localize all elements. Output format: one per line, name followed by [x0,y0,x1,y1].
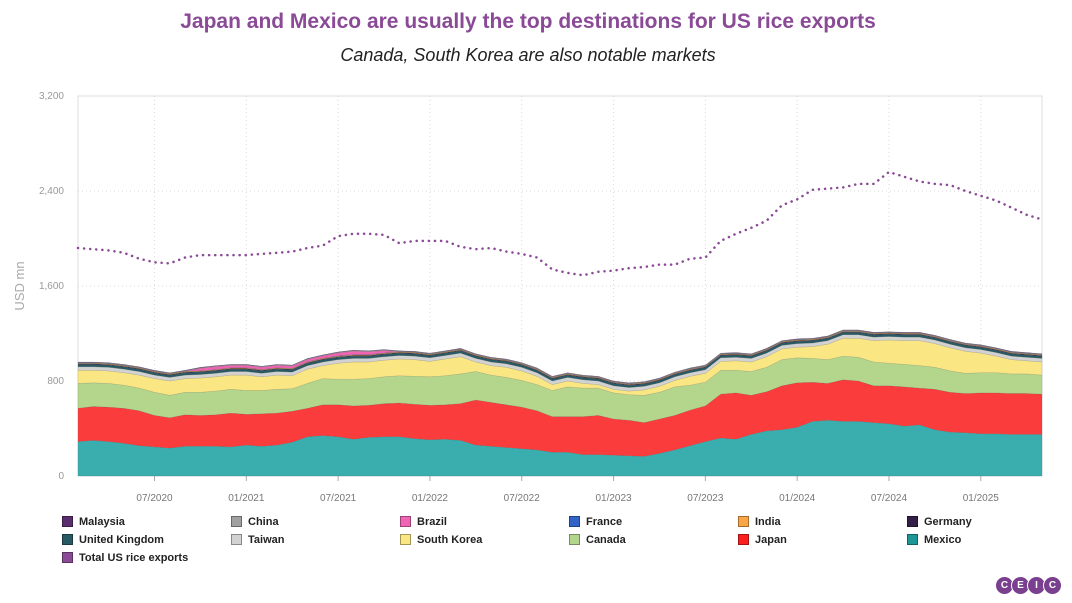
x-tick-label: 07/2020 [136,493,173,504]
x-tick-label: 01/2023 [595,493,632,504]
legend-label: United Kingdom [79,533,164,546]
legend-swatch [62,516,73,527]
x-tick-label: 07/2023 [687,493,724,504]
legend-label: Malaysia [79,515,125,528]
legend-swatch [400,516,411,527]
legend-label: Total US rice exports [79,551,189,564]
area-malaysia [77,329,1043,384]
x-tick-label: 07/2024 [871,493,908,504]
chart-title: Japan and Mexico are usually the top des… [180,10,876,33]
legend-label: India [755,515,781,528]
legend-swatch [738,516,749,527]
x-tick-label: 01/2021 [228,493,265,504]
x-tick-label: 01/2022 [412,493,449,504]
legend-swatch [231,534,242,545]
x-tick-label: 07/2022 [504,493,541,504]
legend-swatch [907,516,918,527]
chart-subtitle: Canada, South Korea are also notable mar… [340,45,716,65]
area-germany [77,331,1043,386]
legend-swatch [400,534,411,545]
legend-label: South Korea [417,533,483,546]
legend-label: China [248,515,279,528]
x-tick-label: 07/2021 [320,493,357,504]
legend-item-japan[interactable]: Japan [738,533,907,546]
legend-label: Mexico [924,533,962,546]
legend-item-france[interactable]: France [569,515,738,528]
x-tick-label: 01/2024 [779,493,816,504]
legend-item-south-korea[interactable]: South Korea [400,533,569,546]
y-tick-label: 3,200 [39,91,64,102]
y-axis-label: USD mn [12,261,27,310]
y-tick-label: 2,400 [39,186,64,197]
legend-swatch [62,552,73,563]
legend-swatch [738,534,749,545]
line-total-us-rice-exports [76,170,1044,277]
area-india [77,330,1043,385]
area-taiwan [77,334,1043,392]
legend-item-united-kingdom[interactable]: United Kingdom [62,533,231,546]
legend-item-malaysia[interactable]: Malaysia [62,515,231,528]
legend-swatch [569,516,580,527]
x-tick-label: 01/2025 [963,493,1000,504]
legend-item-total-us-rice-exports[interactable]: Total US rice exports [62,551,231,564]
legend-item-mexico[interactable]: Mexico [907,533,1072,546]
legend-label: France [586,515,623,528]
chart-legend: Malaysia China Brazil France India Germany Uni… [62,515,1022,564]
y-tick-label: 0 [58,471,64,482]
legend-label: Japan [755,533,787,546]
logo-letter: C [1043,576,1062,595]
legend-item-india[interactable]: India [738,515,907,528]
area-south-korea [77,338,1043,396]
stacked-area-chart: 0 800 1,600 2,400 3,200 07/2020 01/2021 07/2021… [12,91,1044,504]
legend-label: Brazil [417,515,447,528]
legend-label: Germany [924,515,972,528]
legend-item-canada[interactable]: Canada [569,533,738,546]
legend-swatch [62,534,73,545]
legend-swatch [231,516,242,527]
y-tick-label: 1,600 [39,281,64,292]
legend-item-taiwan[interactable]: Taiwan [231,533,400,546]
legend-label: Canada [586,533,626,546]
y-tick-label: 800 [47,376,64,387]
legend-swatch [907,534,918,545]
legend-item-germany[interactable]: Germany [907,515,1072,528]
legend-item-china[interactable]: China [231,515,400,528]
legend-item-brazil[interactable]: Brazil [400,515,569,528]
legend-label: Taiwan [248,533,285,546]
legend-swatch [569,534,580,545]
